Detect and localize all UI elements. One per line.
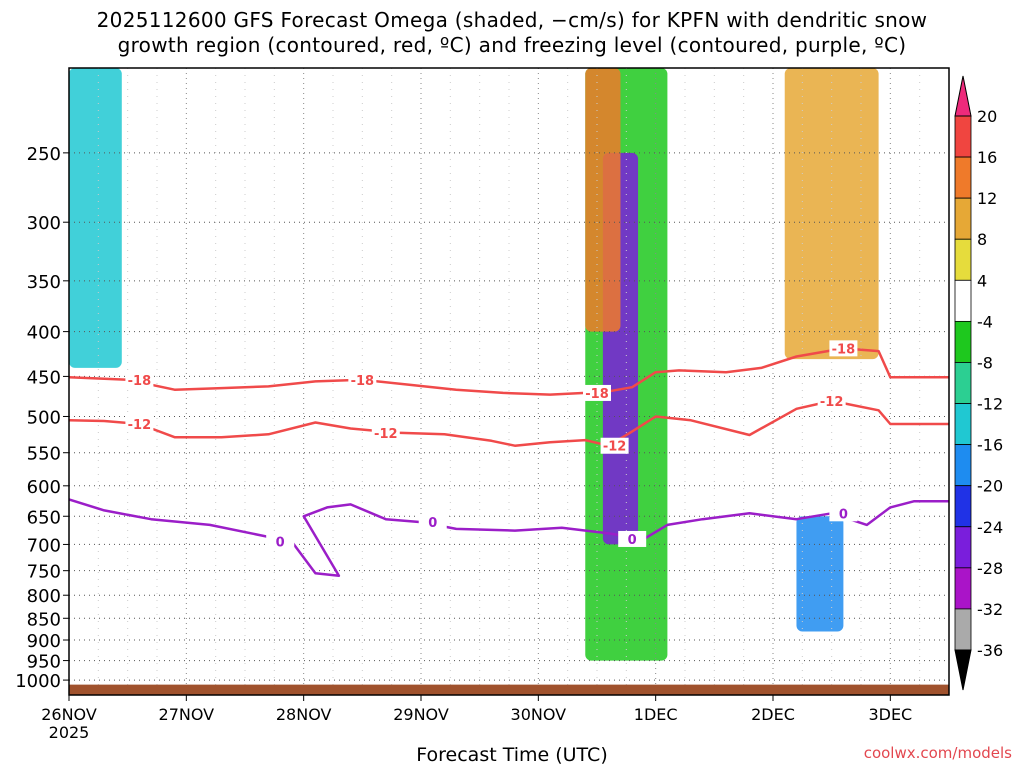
contour-label-bg (600, 437, 629, 454)
contour-label-bg (125, 371, 154, 388)
colorbar-cap-down (954, 649, 972, 691)
colorbar-label-4: 4 (977, 271, 987, 290)
contour-label-bg (817, 392, 846, 409)
chart-title-line-2: growth region (contoured, red, ºC) and f… (117, 33, 907, 57)
contour-label-bg (348, 371, 377, 388)
contour-label-0: 0 (276, 536, 285, 551)
plot-frame (68, 67, 950, 696)
colorbar-label--4: -4 (977, 312, 993, 331)
contour-label--12: -12 (374, 427, 398, 442)
omega-region-4 (784, 68, 879, 360)
x-tick-label-30NOV: 30NOV (511, 705, 567, 724)
contour-label-0: 0 (628, 533, 637, 548)
x-tick-label-27NOV: 27NOV (159, 705, 215, 724)
colorbar-label--32: -32 (977, 600, 1003, 619)
y-tick-label-750: 750 (27, 562, 61, 583)
y-tick-label-950: 950 (27, 652, 61, 673)
contour-label-bg (829, 340, 858, 357)
y-tick-label-400: 400 (27, 323, 61, 344)
colorbar-label-8: 8 (977, 230, 987, 249)
colorbar-bin--16--12 (954, 403, 972, 446)
colorbar-label--8: -8 (977, 353, 993, 372)
y-tick-label-650: 650 (27, 507, 61, 528)
colorbar-bin--4-4 (954, 279, 972, 322)
x-tick-label-28NOV: 28NOV (276, 705, 332, 724)
y-tick-label-250: 250 (27, 144, 61, 165)
contour-label-bg (829, 505, 858, 522)
colorbar-bin--12--8 (954, 362, 972, 404)
x-tick-label-29NOV: 29NOV (393, 705, 449, 724)
colorbar-label--28: -28 (977, 559, 1003, 578)
colorbar-bin-16-20 (954, 115, 972, 158)
colorbar-cap-up (954, 75, 972, 117)
colorbar-bin--20--16 (954, 444, 972, 487)
y-tick-label-600: 600 (27, 477, 61, 498)
y-tick-label-850: 850 (27, 609, 61, 630)
y-tick-label-900: 900 (27, 631, 61, 652)
contour-label-bg (266, 533, 295, 550)
y-tick-label-1000: 1000 (15, 671, 61, 692)
y-tick-label-300: 300 (27, 213, 61, 234)
colorbar-label-20: 20 (977, 107, 997, 126)
contour-label-bg (618, 530, 647, 547)
contour-label--12: -12 (820, 395, 844, 410)
terrain-strip (69, 684, 949, 695)
x-tick-sublabel: 2025 (49, 723, 90, 742)
source-credit[interactable]: coolwx.com/models (863, 744, 1012, 762)
omega-region-2 (585, 68, 621, 332)
colorbar-label--12: -12 (977, 395, 1003, 414)
grid-lines (68, 68, 949, 695)
colorbar-label-12: 12 (977, 189, 997, 208)
colorbar-label-16: 16 (977, 148, 997, 167)
ground-surface (69, 684, 949, 695)
contour-label-bg (418, 514, 447, 531)
contour-label--18: -18 (351, 374, 375, 389)
y-tick-label-500: 500 (27, 407, 61, 428)
colorbar-label--16: -16 (977, 436, 1003, 455)
x-tick-label-26NOV: 26NOV (41, 705, 97, 724)
contour-label-0: 0 (839, 507, 848, 522)
colorbar-bin--8--4 (954, 320, 972, 363)
colorbar-bin--28--24 (954, 526, 972, 569)
y-tick-label-800: 800 (27, 586, 61, 607)
contour-label-bg (583, 384, 611, 401)
y-tick-label-550: 550 (27, 444, 61, 465)
contour-label-bg (371, 424, 400, 441)
omega-shading (69, 68, 879, 661)
contour-label-0: 0 (428, 516, 437, 531)
omega-region-3 (796, 516, 844, 632)
contour-label--18: -18 (585, 387, 609, 402)
x-axis-label: Forecast Time (UTC) (416, 744, 608, 766)
colorbar-bin-4-8 (954, 238, 972, 281)
colorbar-label--24: -24 (977, 518, 1003, 537)
axes: 2503003504004505005506006507007508008509… (15, 67, 950, 742)
contour-label--18: -18 (128, 374, 152, 389)
colorbar-bin--36--32 (954, 608, 972, 651)
colorbar-bin--32--28 (954, 567, 972, 610)
omega-region-5 (69, 68, 122, 368)
chart-title-line-1: 2025112600 GFS Forecast Omega (shaded, −… (96, 8, 928, 32)
colorbar-bin--24--20 (954, 485, 972, 528)
x-tick-label-2DEC: 2DEC (751, 705, 795, 724)
y-tick-label-700: 700 (27, 535, 61, 556)
x-tick-label-1DEC: 1DEC (634, 705, 678, 724)
colorbar-label--20: -20 (977, 477, 1003, 496)
colorbar-bin-8-12 (954, 197, 972, 240)
colorbar-label--36: -36 (977, 641, 1003, 660)
contour-label-bg (125, 416, 154, 433)
contour--12 (69, 399, 949, 447)
contour-lines: -18 -18 -18 -18 -12 -12 -12 -12 0 0 0 0 (69, 340, 949, 577)
contour-label--12: -12 (603, 440, 627, 455)
colorbar-bin-12-16 (954, 156, 972, 199)
omega-colorbar: 20 16 12 8 4 -4 -8 -12 -16 -20 -24 -28 -32 -36 (954, 75, 1003, 691)
contour-label--12: -12 (128, 418, 152, 433)
y-tick-label-450: 450 (27, 367, 61, 388)
contour-label--18: -18 (832, 342, 856, 357)
x-tick-label-3DEC: 3DEC (868, 705, 912, 724)
y-tick-label-350: 350 (27, 272, 61, 293)
